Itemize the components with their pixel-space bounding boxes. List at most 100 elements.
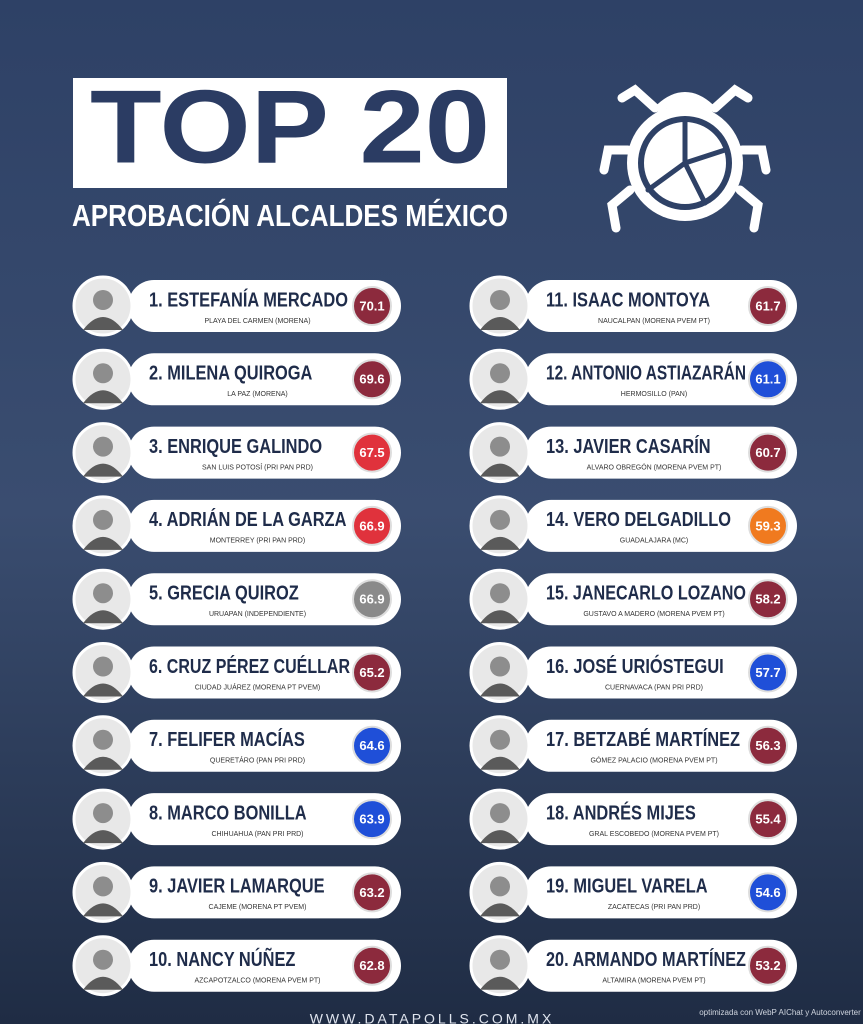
- photo-head: [490, 656, 510, 677]
- entry: 63.2 9. JAVIER LAMARQUE CAJEME (MORENA PT …: [72, 861, 401, 923]
- entry: 67.5 3. ENRIQUE GALINDO SAN LUIS POTOSÍ (P…: [72, 422, 401, 484]
- name: 14. VERO DELGADILLO: [546, 509, 731, 531]
- location: NAUCALPAN (MORENA PVEM PT): [598, 318, 710, 325]
- entry: 65.2 6. CRUZ PÉREZ CUÉLLAR CIUDAD JUÁREZ (…: [72, 642, 401, 703]
- score-badge: [352, 505, 392, 546]
- entry: 61.1 12. ANTONIO ASTIAZARÁN HERMOSILLO (PA…: [469, 348, 797, 410]
- photo-head: [490, 290, 510, 310]
- name: 1. ESTEFANÍA MERCADO: [149, 288, 348, 311]
- title: TOP 20: [90, 69, 490, 185]
- photo-body: [83, 536, 123, 550]
- photo-head: [490, 803, 510, 824]
- entry: 70.1 1. ESTEFANÍA MERCADO PLAYA DEL CARMEN…: [72, 275, 401, 337]
- score: 60.7: [755, 445, 780, 460]
- score-badge: [748, 432, 788, 473]
- name: 20. ARMANDO MARTÍNEZ: [546, 948, 746, 971]
- location: GÓMEZ PALACIO (MORENA PVEM PT): [590, 756, 717, 765]
- score: 69.6: [359, 372, 384, 387]
- score: 67.5: [359, 445, 384, 460]
- name: 9. JAVIER LAMARQUE: [149, 876, 325, 898]
- entry: 56.3 17. BETZABÉ MARTÍNEZ GÓMEZ PALACIO (M…: [469, 715, 797, 777]
- name: 6. CRUZ PÉREZ CUÉLLAR: [149, 655, 350, 678]
- pill: [525, 353, 797, 406]
- pill: [128, 793, 401, 846]
- score-badge: [748, 799, 788, 840]
- location: LA PAZ (MORENA): [227, 391, 288, 398]
- name: 16. JOSÉ URIÓSTEGUI: [546, 654, 724, 678]
- location: ALVARO OBREGÓN (MORENA PVEM PT): [587, 462, 722, 471]
- photo-head: [490, 436, 510, 457]
- pill: [128, 353, 401, 406]
- watermark: optimizada con WebP AIChat y Autoconvert…: [699, 1008, 861, 1017]
- photo-body: [83, 830, 123, 844]
- pill: [128, 573, 401, 626]
- entry: 55.4 18. ANDRÉS MIJES GRAL ESCOBEDO (MOREN…: [469, 788, 797, 850]
- location: SAN LUIS POTOSÍ (PRI PAN PRD): [202, 462, 313, 471]
- location: CAJEME (MORENA PT PVEM): [209, 904, 307, 911]
- name: 18. ANDRÉS MIJES: [546, 801, 696, 824]
- entry: 69.6 2. MILENA QUIROGA LA PAZ (MORENA): [72, 348, 401, 410]
- photo-head: [93, 656, 113, 677]
- pill: [128, 499, 401, 552]
- location: URUAPAN (INDEPENDIENTE): [209, 611, 306, 618]
- score: 59.3: [755, 518, 780, 533]
- pill: [525, 939, 797, 992]
- photo-head: [93, 803, 113, 824]
- score: 61.1: [755, 372, 780, 387]
- score-badge: [352, 359, 392, 400]
- score-badge: [748, 505, 788, 546]
- photo-body: [480, 610, 520, 624]
- photo-body: [480, 317, 520, 330]
- entry: 61.7 11. ISAAC MONTOYA NAUCALPAN (MORENA P…: [469, 275, 797, 337]
- photo-head: [490, 729, 510, 750]
- score: 56.3: [755, 738, 780, 753]
- score: 66.9: [359, 592, 384, 607]
- pill: [525, 719, 797, 772]
- score: 70.1: [359, 298, 384, 313]
- photo-head: [93, 949, 113, 970]
- score-badge: [352, 799, 392, 840]
- score-badge: [748, 359, 788, 400]
- photo-head: [490, 509, 510, 530]
- photo-head: [93, 436, 113, 457]
- score: 64.6: [359, 738, 384, 753]
- name: 15. JANECARLO LOZANO: [546, 582, 746, 604]
- entry: 66.9 5. GRECIA QUIROZ URUAPAN (INDEPENDIEN…: [72, 568, 401, 630]
- entry: 54.6 19. MIGUEL VARELA ZACATECAS (PRI PAN …: [469, 861, 797, 923]
- photo-body: [480, 756, 520, 770]
- entry: 58.2 15. JANECARLO LOZANO GUSTAVO A MADERO…: [469, 568, 797, 630]
- name: 7. FELIFER MACÍAS: [149, 728, 305, 751]
- photo-body: [83, 317, 123, 330]
- score-badge: [352, 872, 392, 913]
- title-box: [73, 78, 507, 188]
- score: 54.6: [755, 885, 780, 900]
- name: 8. MARCO BONILLA: [149, 802, 307, 824]
- photo-body: [480, 903, 520, 917]
- name: 10. NANCY NÚÑEZ: [149, 947, 295, 971]
- photo-body: [480, 390, 520, 404]
- score: 53.2: [755, 958, 780, 973]
- score-badge: [352, 432, 392, 473]
- score: 66.9: [359, 518, 384, 533]
- score-badge: [352, 579, 392, 620]
- entry: 62.8 10. NANCY NÚÑEZ AZCAPOTZALCO (MORENA …: [72, 935, 401, 997]
- location: GUADALAJARA (MC): [620, 538, 688, 545]
- score: 63.9: [359, 812, 384, 827]
- score: 62.8: [359, 958, 384, 973]
- name: 3. ENRIQUE GALINDO: [149, 436, 322, 458]
- score-badge: [748, 725, 788, 766]
- location: AZCAPOTZALCO (MORENA PVEM PT): [194, 978, 320, 985]
- photo-head: [490, 583, 510, 604]
- score-badge: [352, 286, 392, 326]
- name: 19. MIGUEL VARELA: [546, 876, 708, 898]
- score-badge: [352, 945, 392, 986]
- pill: [525, 426, 797, 479]
- location: GUSTAVO A MADERO (MORENA PVEM PT): [583, 611, 724, 618]
- pill: [525, 646, 797, 699]
- entry: 53.2 20. ARMANDO MARTÍNEZ ALTAMIRA (MORENA…: [469, 935, 797, 997]
- pill: [128, 719, 401, 772]
- location: PLAYA DEL CARMEN (MORENA): [204, 318, 310, 325]
- score: 55.4: [755, 812, 781, 827]
- entry: 66.9 4. ADRIÁN DE LA GARZA MONTERREY (PRI …: [72, 495, 401, 557]
- photo-body: [83, 756, 123, 770]
